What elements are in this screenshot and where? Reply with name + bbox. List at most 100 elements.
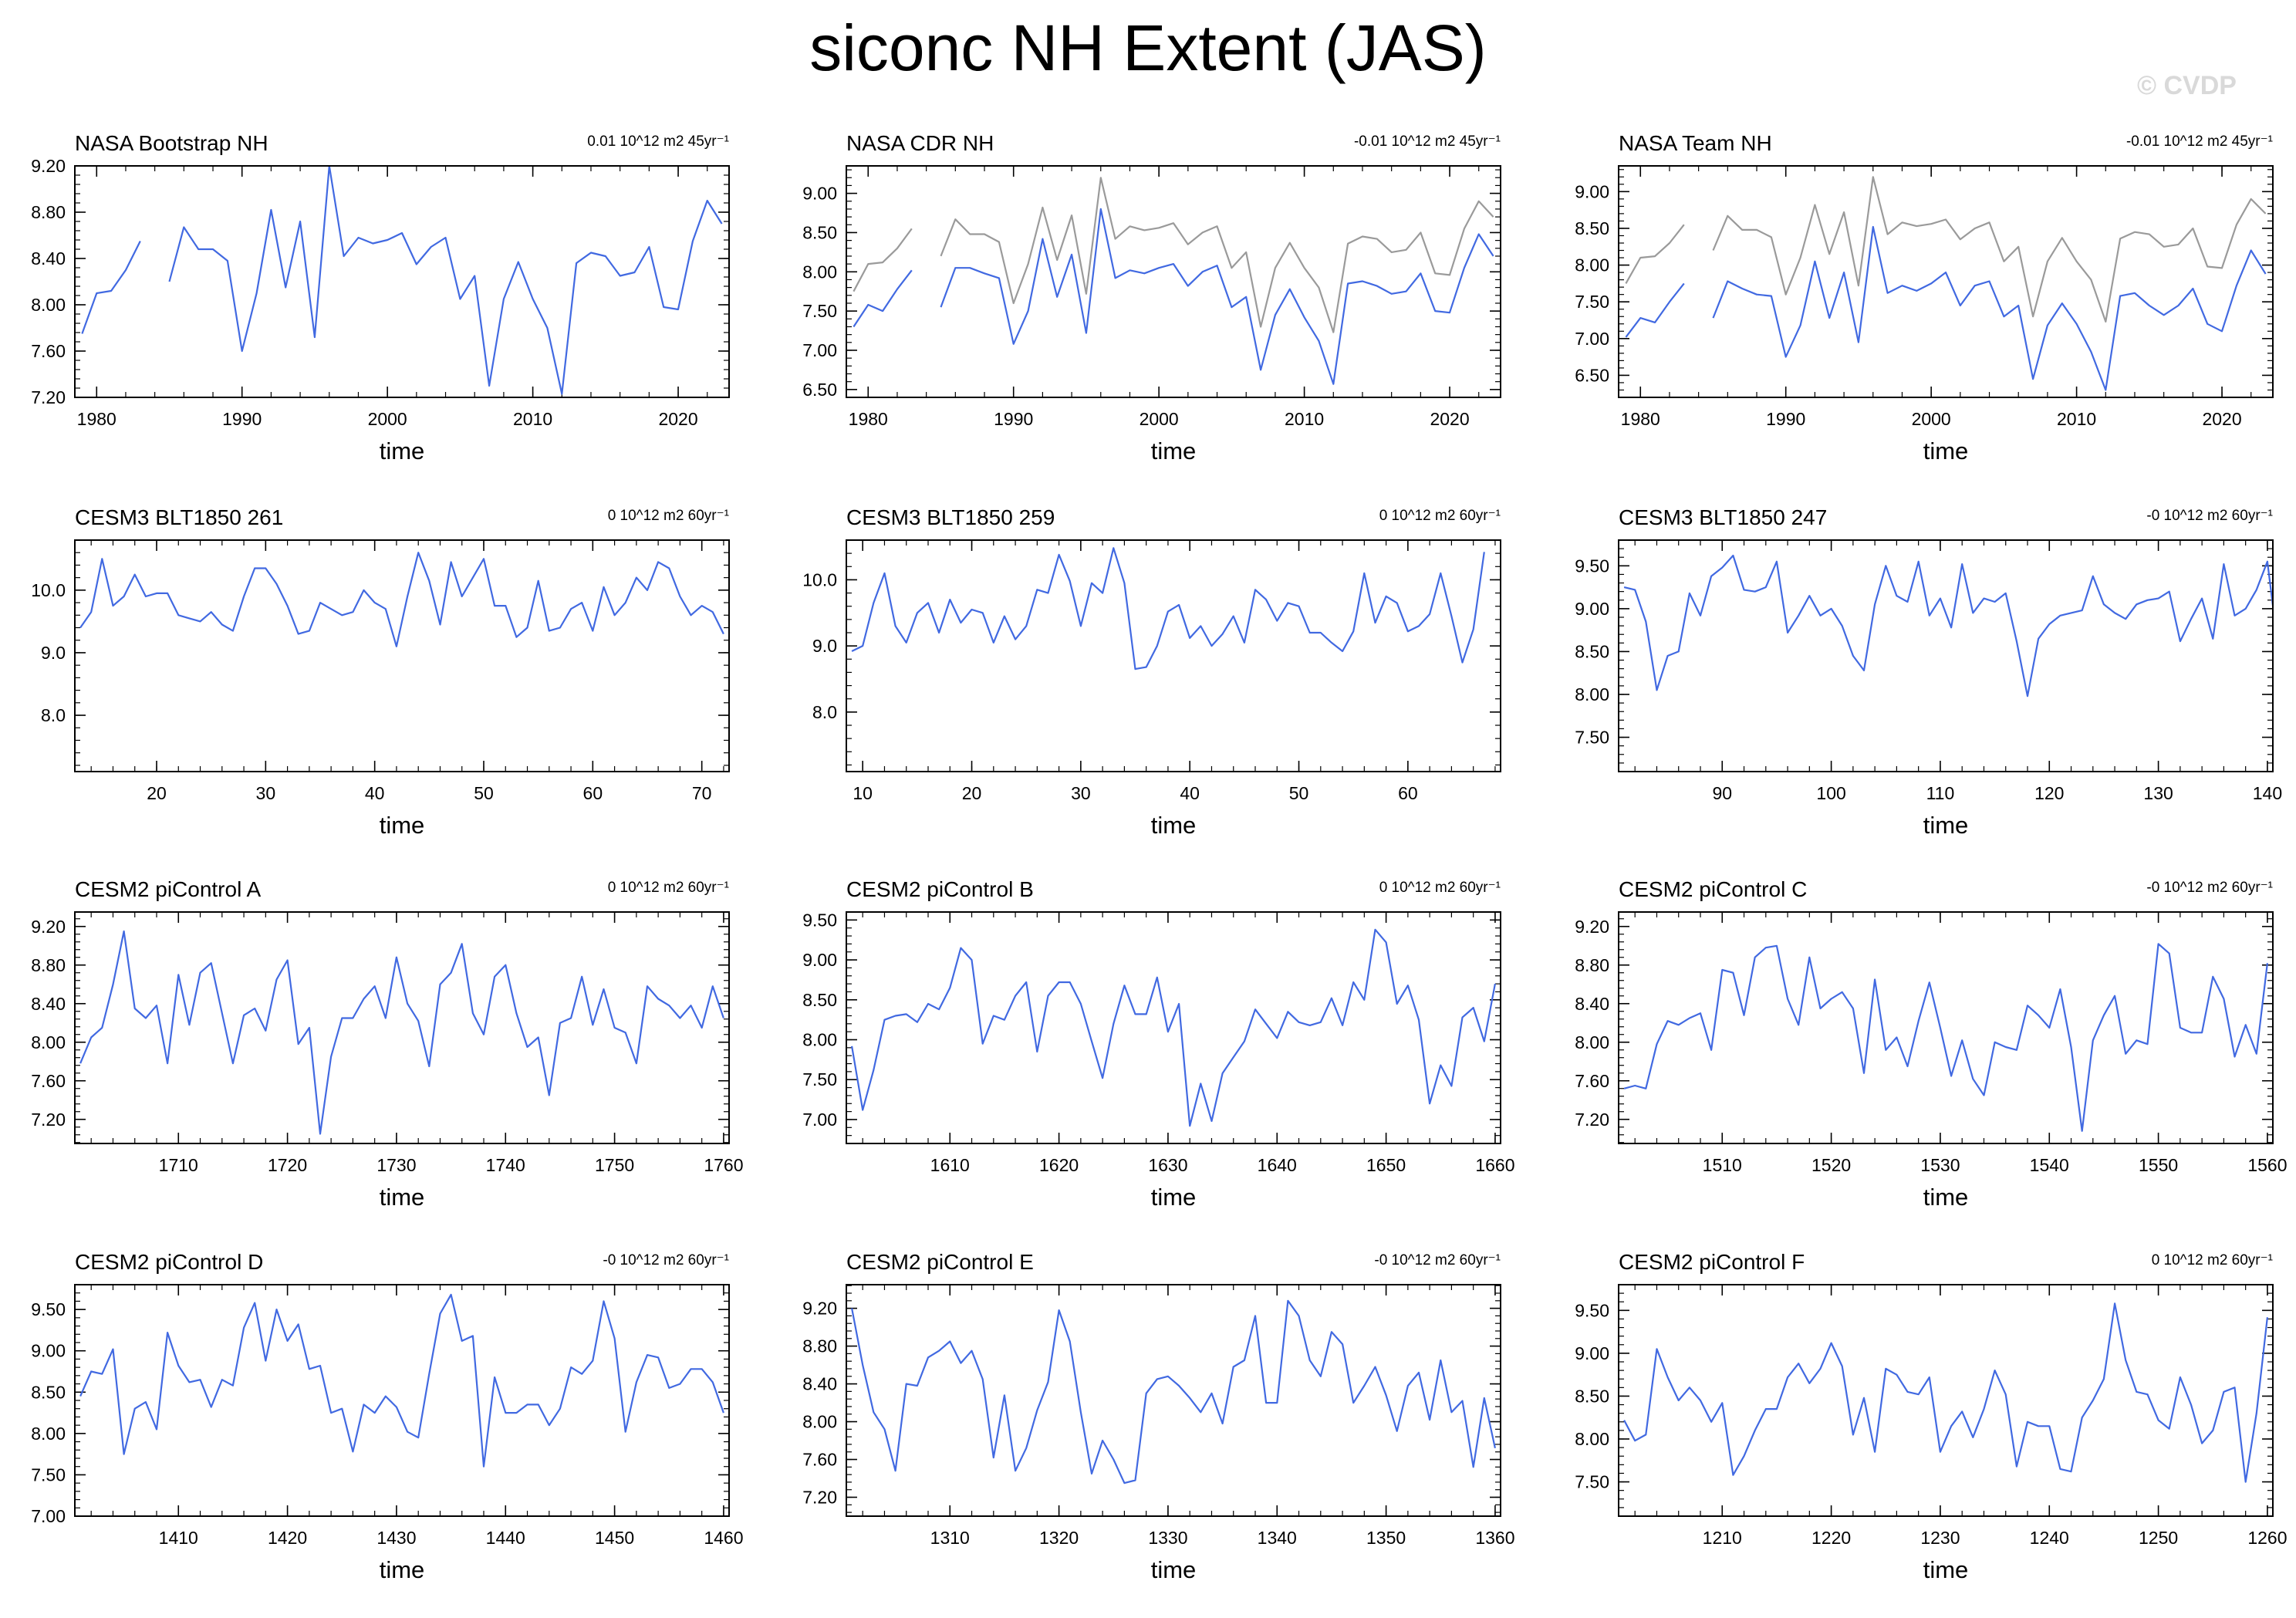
obs-series-line <box>853 228 913 292</box>
x-tick-label: 2010 <box>1285 409 1324 429</box>
x-tick-label: 1510 <box>1703 1155 1742 1175</box>
y-tick-label: 8.50 <box>802 222 837 242</box>
x-tick-label: 1990 <box>222 409 262 429</box>
trend-label: 0 10^12 m2 60yr⁻¹ <box>2152 1252 2273 1268</box>
x-tick-label: 1410 <box>159 1528 198 1548</box>
x-tick-label: 1560 <box>2247 1155 2287 1175</box>
y-tick-label: 7.50 <box>1575 1472 1609 1492</box>
y-tick-label: 8.50 <box>1575 1386 1609 1406</box>
y-tick-label: 7.50 <box>802 1069 837 1089</box>
x-axis-label: time <box>1151 812 1197 839</box>
x-axis-label: time <box>1923 812 1969 839</box>
x-tick-label: 2010 <box>2057 409 2096 429</box>
plot-frame <box>74 539 730 772</box>
x-tick-label: 2020 <box>2202 409 2241 429</box>
panel-title: CESM2 piControl A <box>75 877 262 901</box>
chart-panel: NASA Bootstrap NH 0.01 10^12 m2 45yr⁻¹ 198… <box>31 131 730 464</box>
x-tick-label: 10 <box>853 783 873 803</box>
series-line <box>168 166 723 395</box>
x-axis-label: time <box>1923 437 1969 464</box>
y-tick-label: 8.00 <box>802 262 837 282</box>
x-tick-label: 100 <box>1816 783 1845 803</box>
y-tick-label: 7.00 <box>802 1110 837 1130</box>
panel-title: NASA CDR NH <box>846 131 994 155</box>
y-tick-label: 7.60 <box>31 341 66 361</box>
x-tick-label: 1740 <box>486 1155 525 1175</box>
chart-panel: CESM3 BLT1850 259 0 10^12 m2 60yr⁻¹ 10 20 30… <box>802 505 1501 839</box>
y-tick-label: 7.50 <box>1575 728 1609 748</box>
x-axis-label: time <box>380 812 425 839</box>
trend-label: 0.01 10^12 m2 45yr⁻¹ <box>587 133 729 150</box>
y-tick-label: 8.40 <box>1575 994 1609 1014</box>
y-tick-label: 9.20 <box>31 917 66 937</box>
y-tick-label: 7.60 <box>31 1071 66 1091</box>
x-tick-label: 120 <box>2034 783 2064 803</box>
y-tick-label: 7.00 <box>802 340 837 360</box>
y-tick-label: 8.00 <box>1575 1032 1609 1052</box>
chart-panel: CESM2 piControl E -0 10^12 m2 60yr⁻¹ 1310 1… <box>802 1250 1514 1583</box>
plot-frame <box>846 165 1501 398</box>
x-tick-label: 1330 <box>1148 1528 1187 1548</box>
x-tick-label: 1530 <box>1920 1155 1960 1175</box>
y-tick-label: 10.0 <box>802 569 837 589</box>
series-line <box>1623 1302 2268 1483</box>
x-tick-label: 1760 <box>704 1155 743 1175</box>
y-tick-label: 9.00 <box>1575 1343 1609 1363</box>
y-tick-label: 8.00 <box>31 295 66 315</box>
y-tick-label: 8.40 <box>802 1374 837 1394</box>
chart-panel: CESM2 piControl A 0 10^12 m2 60yr⁻¹ 1710 17… <box>31 877 743 1211</box>
x-tick-label: 110 <box>1926 783 1955 803</box>
series-line <box>940 208 1494 385</box>
x-tick-label: 1520 <box>1811 1155 1851 1175</box>
plot-frame <box>74 1284 730 1517</box>
trend-label: -0 10^12 m2 60yr⁻¹ <box>603 1252 729 1268</box>
x-tick-label: 20 <box>962 783 982 803</box>
x-tick-label: 1240 <box>2030 1528 2069 1548</box>
x-tick-label: 1720 <box>268 1155 307 1175</box>
y-tick-label: 8.80 <box>31 955 66 975</box>
plot-frame <box>1618 539 2274 772</box>
series-line <box>79 1293 724 1468</box>
panel-title: CESM3 BLT1850 247 <box>1619 505 1827 529</box>
x-tick-label: 1620 <box>1039 1155 1079 1175</box>
x-tick-label: 1980 <box>77 409 116 429</box>
x-tick-label: 30 <box>256 783 276 803</box>
y-tick-label: 9.0 <box>812 636 837 656</box>
y-tick-label: 8.00 <box>802 1412 837 1432</box>
panel-title: NASA Team NH <box>1619 131 1772 155</box>
y-tick-label: 9.00 <box>802 184 837 204</box>
y-tick-label: 8.80 <box>31 202 66 222</box>
x-tick-label: 30 <box>1071 783 1091 803</box>
y-tick-label: 8.40 <box>31 248 66 269</box>
y-tick-label: 9.0 <box>41 643 66 663</box>
obs-series-line <box>1712 176 2267 323</box>
y-tick-label: 8.50 <box>31 1382 66 1402</box>
y-tick-label: 9.20 <box>31 156 66 176</box>
series-line <box>79 552 724 647</box>
x-tick-label: 1210 <box>1703 1528 1742 1548</box>
series-line <box>79 930 724 1135</box>
y-tick-label: 9.50 <box>1575 556 1609 576</box>
x-tick-label: 1220 <box>1811 1528 1851 1548</box>
x-axis-label: time <box>1923 1184 1969 1211</box>
y-tick-label: 7.20 <box>31 387 66 407</box>
plot-frame <box>846 911 1501 1144</box>
trend-label: -0 10^12 m2 60yr⁻¹ <box>2146 508 2273 524</box>
x-tick-label: 50 <box>1289 783 1309 803</box>
x-tick-label: 1420 <box>268 1528 307 1548</box>
x-tick-label: 1260 <box>2247 1528 2287 1548</box>
plot-frame <box>846 539 1501 772</box>
x-axis-label: time <box>380 1184 425 1211</box>
x-tick-label: 1730 <box>376 1155 416 1175</box>
chart-panel: CESM2 piControl F 0 10^12 m2 60yr⁻¹ 1210 12… <box>1575 1250 2287 1583</box>
y-tick-label: 8.50 <box>1575 641 1609 661</box>
panel-title: CESM2 piControl B <box>846 877 1034 901</box>
trend-label: -0 10^12 m2 60yr⁻¹ <box>1374 1252 1501 1268</box>
x-axis-label: time <box>380 1556 425 1583</box>
y-tick-label: 9.00 <box>31 1341 66 1361</box>
x-tick-label: 1710 <box>159 1155 198 1175</box>
y-tick-label: 8.00 <box>1575 255 1609 275</box>
y-tick-label: 8.0 <box>41 705 66 725</box>
plot-frame <box>1618 1284 2274 1517</box>
x-tick-label: 1630 <box>1148 1155 1187 1175</box>
